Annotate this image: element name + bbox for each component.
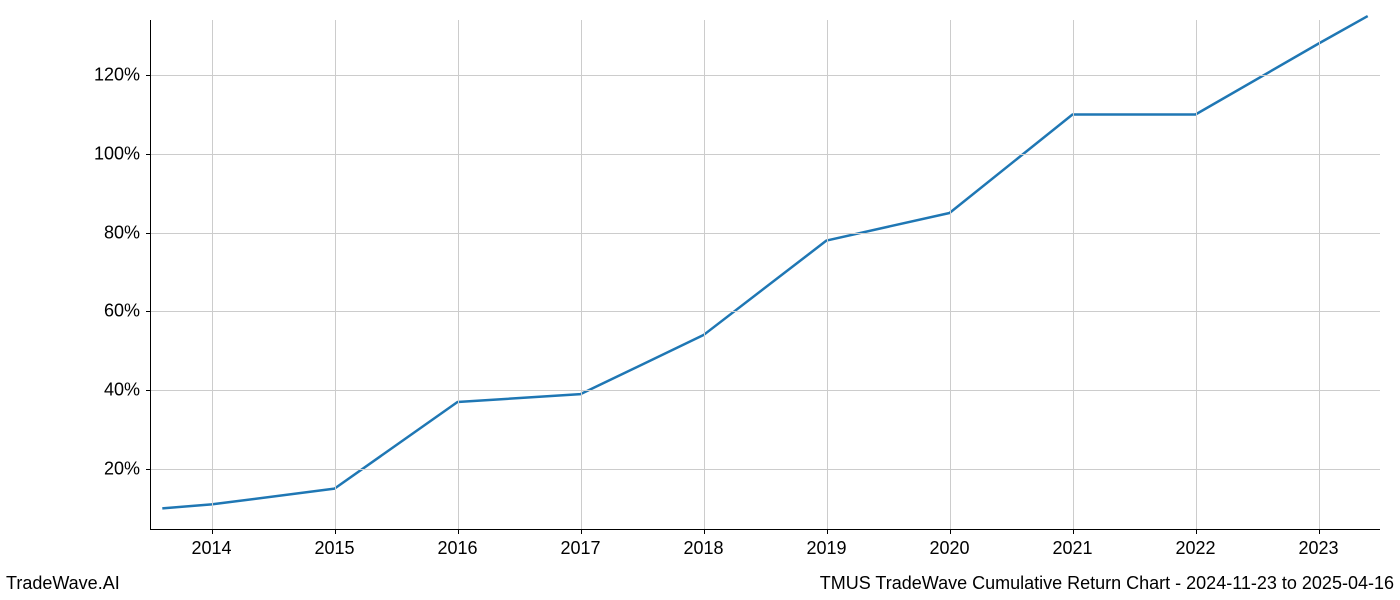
x-tick-label: 2022	[1175, 538, 1215, 559]
x-tick-label: 2021	[1052, 538, 1092, 559]
gridline-vertical	[1319, 20, 1320, 530]
y-tick-label: 20%	[104, 458, 140, 479]
x-tick	[581, 530, 582, 534]
x-tick	[1319, 530, 1320, 534]
gridline-vertical	[581, 20, 582, 530]
x-tick-label: 2015	[314, 538, 354, 559]
y-tick-label: 100%	[94, 143, 140, 164]
x-tick	[827, 530, 828, 534]
x-tick	[950, 530, 951, 534]
x-tick-label: 2023	[1298, 538, 1338, 559]
x-tick	[458, 530, 459, 534]
x-tick-label: 2016	[437, 538, 477, 559]
x-axis-line	[150, 529, 1380, 530]
plot-area: 2014201520162017201820192020202120222023…	[150, 20, 1380, 530]
x-tick-label: 2020	[929, 538, 969, 559]
x-tick-label: 2014	[191, 538, 231, 559]
gridline-vertical	[704, 20, 705, 530]
x-tick	[704, 530, 705, 534]
gridline-horizontal	[150, 311, 1380, 312]
gridline-vertical	[1073, 20, 1074, 530]
gridline-vertical	[827, 20, 828, 530]
x-tick	[1073, 530, 1074, 534]
gridline-horizontal	[150, 75, 1380, 76]
gridline-vertical	[335, 20, 336, 530]
gridline-vertical	[950, 20, 951, 530]
gridline-vertical	[212, 20, 213, 530]
x-tick-label: 2018	[683, 538, 723, 559]
gridline-vertical	[1196, 20, 1197, 530]
x-tick	[335, 530, 336, 534]
footer-right-text: TMUS TradeWave Cumulative Return Chart -…	[820, 573, 1394, 594]
footer-left-text: TradeWave.AI	[6, 573, 120, 594]
gridline-horizontal	[150, 390, 1380, 391]
y-tick-label: 60%	[104, 301, 140, 322]
gridline-horizontal	[150, 233, 1380, 234]
series-line-cumulative-return	[162, 16, 1367, 508]
gridline-horizontal	[150, 154, 1380, 155]
x-tick	[1196, 530, 1197, 534]
y-axis-line	[150, 20, 151, 530]
y-tick-label: 80%	[104, 222, 140, 243]
chart-container: 2014 2015 2016 2017 2018 2019 2020 2021 2022 2023…	[0, 0, 1400, 600]
gridline-horizontal	[150, 469, 1380, 470]
gridline-vertical	[458, 20, 459, 530]
x-tick-label: 2017	[560, 538, 600, 559]
y-tick-label: 40%	[104, 380, 140, 401]
y-tick-label: 120%	[94, 65, 140, 86]
x-tick	[212, 530, 213, 534]
x-tick-label: 2019	[806, 538, 846, 559]
